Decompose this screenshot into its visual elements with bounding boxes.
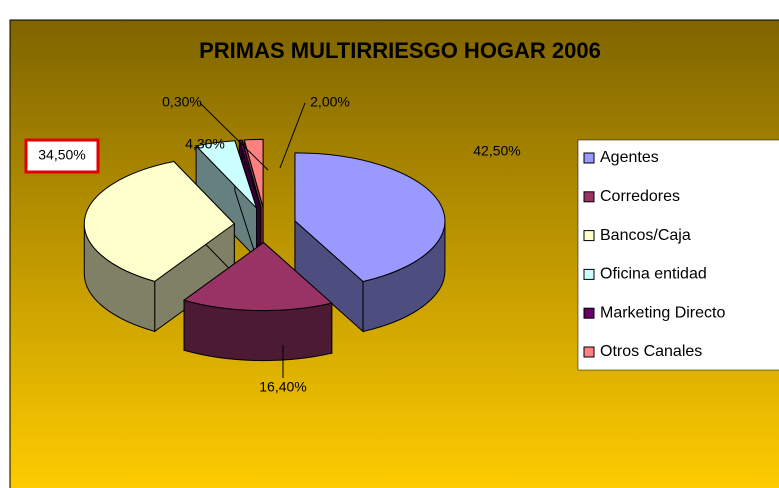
chart-title: PRIMAS MULTIRRIESGO HOGAR 2006 [199, 38, 601, 63]
legend-label: Corredores [600, 188, 680, 205]
value-label: 42,50% [473, 143, 520, 159]
value-label: 34,50% [38, 147, 85, 163]
legend-label: Agentes [600, 149, 659, 166]
slice [294, 152, 446, 283]
legend-swatch [583, 191, 595, 203]
legend-label: Otros Canales [600, 343, 702, 360]
slice [238, 139, 262, 208]
legend-swatch [583, 268, 595, 280]
legend-label: Oficina entidad [600, 266, 707, 283]
value-label: 2,00% [310, 94, 350, 110]
leader-line [199, 102, 269, 171]
slice [195, 140, 257, 209]
value-label: 16,40% [259, 379, 306, 395]
legend-swatch [583, 152, 595, 164]
legend-swatch [583, 230, 595, 242]
value-label: 4,30% [185, 136, 225, 152]
slice [243, 138, 264, 208]
legend-box [577, 139, 779, 371]
legend-label: Marketing Directo [600, 304, 725, 321]
slice [182, 241, 333, 312]
legend-label: Bancos/Caja [600, 227, 691, 244]
leader-line [279, 102, 306, 169]
value-label: 0,30% [162, 94, 202, 110]
legend-swatch [583, 346, 595, 358]
highlight-box [24, 138, 100, 174]
legend-swatch [583, 307, 595, 319]
slice [83, 160, 236, 282]
